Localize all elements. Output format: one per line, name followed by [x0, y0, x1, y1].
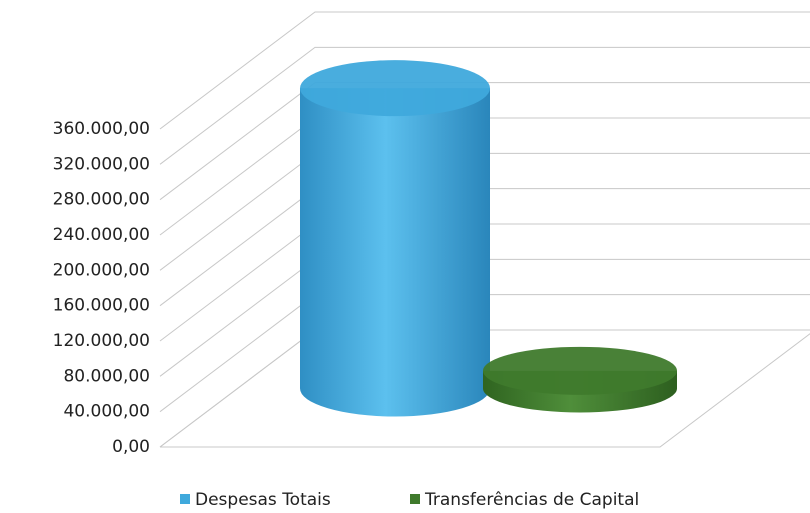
grid-line [159, 11, 810, 130]
legend-label: Transferências de Capital [424, 490, 639, 510]
y-tick-label: 120.000,00 [53, 331, 150, 351]
legend-swatch [180, 494, 190, 504]
y-tick-label: 360.000,00 [53, 119, 150, 139]
y-tick-label: 240.000,00 [53, 225, 150, 245]
cylinder [483, 346, 677, 413]
cylinder-top [300, 60, 490, 117]
y-tick-label: 0,00 [112, 437, 150, 457]
legend-label: Despesas Totais [195, 490, 331, 510]
cylinder-body [300, 88, 490, 417]
grid-line [159, 46, 810, 165]
cylinder [300, 60, 490, 417]
y-tick-label: 40.000,00 [63, 402, 150, 422]
cylinder-top [483, 346, 677, 395]
legend-swatch [410, 494, 420, 504]
y-tick-label: 280.000,00 [53, 190, 150, 210]
y-tick-label: 160.000,00 [53, 296, 150, 316]
y-tick-label: 320.000,00 [53, 154, 150, 174]
y-tick-label: 80.000,00 [63, 366, 150, 386]
y-tick-label: 200.000,00 [53, 260, 150, 280]
